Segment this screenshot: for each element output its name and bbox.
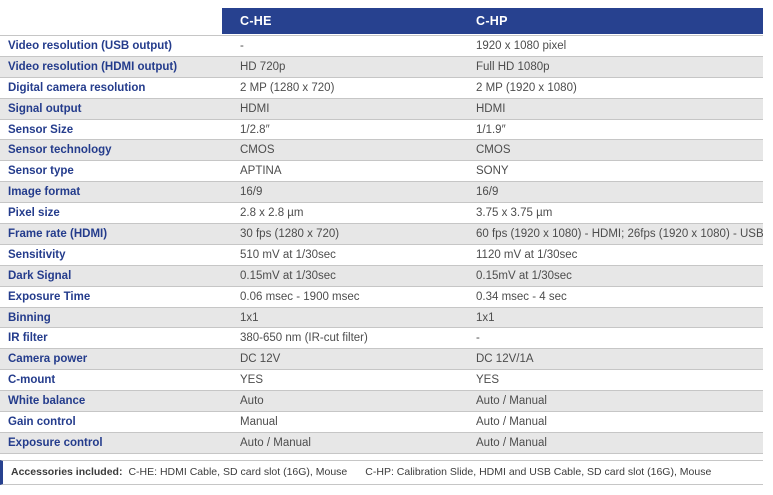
spec-value-chp: Full HD 1080p [476, 60, 550, 73]
spec-value-che: DC 12V [240, 353, 281, 366]
spec-value-chp: 1120 mV at 1/30sec [476, 248, 578, 261]
spec-value-chp: Auto / Manual [476, 415, 547, 428]
spec-label: Image format [8, 186, 81, 199]
table-row: Gain control Manual Auto / Manual [0, 412, 763, 433]
spec-label: Camera power [8, 353, 88, 366]
table-row: Video resolution (USB output) - 1920 x 108… [0, 36, 763, 57]
spec-value-che: 2 MP (1280 x 720) [240, 81, 335, 94]
spec-value-chp: SONY [476, 165, 509, 178]
spec-label: Exposure Time [8, 290, 91, 303]
table-header-bar: C-HE C-HP [222, 8, 763, 34]
spec-label: Sensor technology [8, 144, 112, 157]
spec-value-che: - [240, 39, 244, 52]
spec-value-chp: 16/9 [476, 186, 499, 199]
column-header-chp: C-HP [476, 14, 508, 28]
table-row: Pixel size 2.8 x 2.8 µm 3.75 x 3.75 µm [0, 203, 763, 225]
spec-label: Frame rate (HDMI) [8, 227, 108, 240]
spec-value-chp: 2 MP (1920 x 1080) [476, 81, 577, 94]
spec-value-che: Auto [240, 395, 264, 408]
spec-label: Video resolution (HDMI output) [8, 60, 178, 73]
spec-label: Sensitivity [8, 248, 66, 261]
spec-value-chp: 3.75 x 3.75 µm [476, 207, 553, 220]
spec-label: Dark Signal [8, 269, 72, 282]
table-row: Exposure control Auto / Manual Auto / Manu… [0, 432, 763, 454]
table-row: Digital camera resolution 2 MP (1280 x 72… [0, 77, 763, 99]
accessories-note: Accessories included: C-HE: HDMI Cable, … [0, 459, 763, 485]
table-row: IR filter 380-650 nm (IR-cut filter) - [0, 328, 763, 350]
spec-label: White balance [8, 395, 86, 408]
spec-value-che: HD 720p [240, 60, 286, 73]
table-row: Sensor technology CMOS CMOS [0, 140, 763, 162]
spec-label: Sensor type [8, 165, 74, 178]
accessories-che: C-HE: HDMI Cable, SD card slot (16G), Mo… [128, 466, 348, 479]
table-row: Camera power DC 12V DC 12V/1A [0, 349, 763, 371]
spec-value-che: 510 mV at 1/30sec [240, 248, 336, 261]
table-row: White balance Auto Auto / Manual [0, 391, 763, 413]
spec-label: Exposure control [8, 436, 103, 449]
accessories-title: Accessories included: [11, 466, 123, 479]
spec-value-che: Manual [240, 415, 278, 428]
spec-value-che: CMOS [240, 144, 275, 157]
spec-label: Binning [8, 311, 51, 324]
spec-value-chp: HDMI [476, 102, 506, 115]
spec-value-chp: 0.15mV at 1/30sec [476, 269, 572, 282]
table-row: Signal output HDMI HDMI [0, 98, 763, 120]
spec-value-che: HDMI [240, 102, 270, 115]
table-body: Video resolution (USB output) - 1920 x 108… [0, 35, 763, 454]
table-row: Frame rate (HDMI) 30 fps (1280 x 720) 60 f… [0, 224, 763, 245]
table-row: Sensor type APTINA SONY [0, 161, 763, 183]
table-row: Sensor Size 1/2.8″ 1/1.9″ [0, 119, 763, 141]
spec-value-chp: - [476, 332, 480, 345]
spec-value-che: 1x1 [240, 311, 259, 324]
spec-value-che: 30 fps (1280 x 720) [240, 227, 340, 240]
spec-comparison-table: C-HE C-HP Video resolution (USB output) -… [0, 8, 773, 485]
spec-label: IR filter [8, 332, 48, 345]
spec-label: Video resolution (USB output) [8, 39, 172, 52]
table-row: Dark Signal 0.15mV at 1/30sec 0.15mV at 1/… [0, 265, 763, 287]
spec-value-chp: Auto / Manual [476, 395, 547, 408]
spec-value-chp: 0.34 msec - 4 sec [476, 290, 567, 303]
spec-label: Gain control [8, 415, 76, 428]
spec-value-che: 0.06 msec - 1900 msec [240, 290, 360, 303]
table-row: Binning 1x1 1x1 [0, 307, 763, 329]
spec-value-chp: 60 fps (1920 x 1080) - HDMI; 26fps (1920… [476, 227, 763, 240]
spec-value-chp: 1x1 [476, 311, 495, 324]
spec-value-chp: 1920 x 1080 pixel [476, 39, 567, 52]
table-row: Sensitivity 510 mV at 1/30sec 1120 mV at 1… [0, 244, 763, 266]
spec-value-chp: Auto / Manual [476, 436, 547, 449]
spec-label: Pixel size [8, 207, 60, 220]
spec-value-chp: CMOS [476, 144, 511, 157]
spec-value-che: APTINA [240, 165, 282, 178]
spec-value-che: 16/9 [240, 186, 263, 199]
spec-value-chp: 1/1.9″ [476, 123, 506, 136]
spec-value-chp: YES [476, 374, 500, 387]
spec-value-che: 2.8 x 2.8 µm [240, 207, 304, 220]
spec-value-che: Auto / Manual [240, 436, 311, 449]
spec-value-che: YES [240, 374, 264, 387]
column-header-che: C-HE [240, 14, 272, 28]
spec-value-che: 0.15mV at 1/30sec [240, 269, 336, 282]
table-header-row: C-HE C-HP [0, 8, 773, 34]
spec-value-che: 1/2.8″ [240, 123, 270, 136]
spec-label: Signal output [8, 102, 82, 115]
spec-value-chp: DC 12V/1A [476, 353, 534, 366]
spec-label: Sensor Size [8, 123, 74, 136]
table-row: Video resolution (HDMI output) HD 720p Ful… [0, 56, 763, 78]
table-row: Exposure Time 0.06 msec - 1900 msec 0.34 m… [0, 286, 763, 308]
table-row: Image format 16/9 16/9 [0, 182, 763, 204]
header-spacer [0, 8, 222, 34]
spec-label: C-mount [8, 374, 56, 387]
accessories-chp: C-HP: Calibration Slide, HDMI and USB Ca… [365, 466, 712, 479]
table-row: C-mount YES YES [0, 370, 763, 392]
spec-value-che: 380-650 nm (IR-cut filter) [240, 332, 368, 345]
spec-label: Digital camera resolution [8, 81, 146, 94]
